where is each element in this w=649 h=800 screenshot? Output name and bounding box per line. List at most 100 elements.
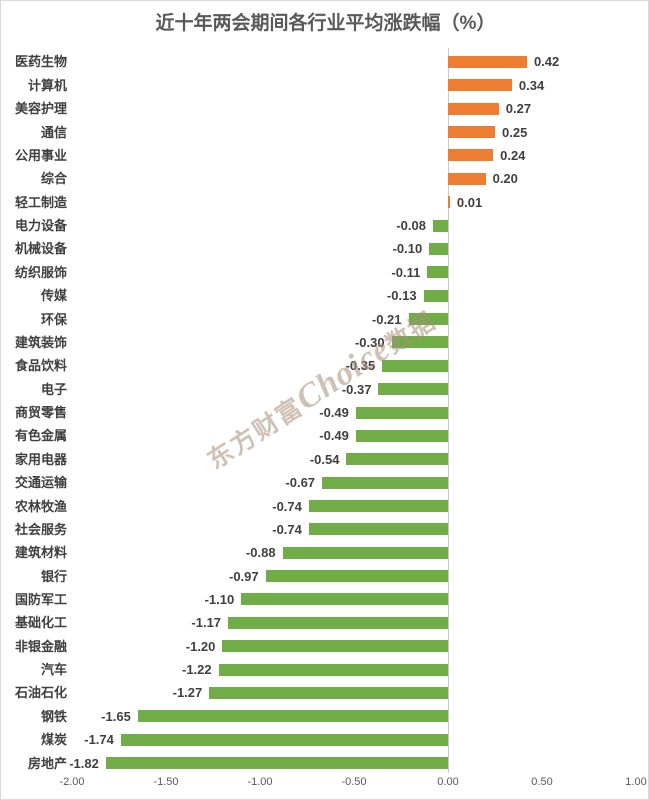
bar-row: 农林牧渔 -0.74 xyxy=(1,494,648,517)
bar xyxy=(448,126,495,139)
bar-row: 银行 -0.97 xyxy=(1,564,648,587)
bar-row: 传媒 -0.13 xyxy=(1,284,648,307)
bar-row: 综合 0.20 xyxy=(1,167,648,190)
category-label: 公用事业 xyxy=(14,147,67,163)
value-label: -0.35 xyxy=(345,358,376,374)
category-label: 纺织服饰 xyxy=(14,264,67,280)
bar xyxy=(448,102,499,115)
bar xyxy=(355,429,448,442)
value-label: -0.11 xyxy=(391,264,421,280)
bar xyxy=(265,570,448,583)
category-label: 通信 xyxy=(40,124,67,140)
category-label: 有色金属 xyxy=(14,428,67,444)
value-label: -1.10 xyxy=(204,591,235,607)
category-label: 建筑装饰 xyxy=(14,334,67,350)
value-label: -0.74 xyxy=(272,521,302,537)
bar-row: 纺织服饰 -0.11 xyxy=(1,261,648,284)
category-label: 房地产 xyxy=(27,755,67,771)
x-tick-label: -1.00 xyxy=(247,776,273,788)
value-label: -1.22 xyxy=(182,662,212,678)
bar xyxy=(282,546,448,559)
bar-row: 轻工制造 0.01 xyxy=(1,191,648,214)
bar xyxy=(308,500,448,512)
bar xyxy=(423,289,448,302)
bar-row: 钢铁 -1.65 xyxy=(1,705,648,728)
category-label: 医药生物 xyxy=(14,54,67,70)
value-label: 0.20 xyxy=(492,171,518,187)
bar-row: 电力设备 -0.08 xyxy=(1,214,648,237)
value-label: -1.20 xyxy=(185,638,216,654)
category-label: 传媒 xyxy=(40,288,67,304)
value-label: -0.54 xyxy=(309,451,340,467)
category-label: 商贸零售 xyxy=(14,405,67,421)
bar xyxy=(391,336,448,349)
category-label: 国防军工 xyxy=(14,591,67,607)
bar xyxy=(241,593,448,606)
value-label: -1.27 xyxy=(172,685,203,701)
bar xyxy=(308,523,448,536)
value-label: -1.65 xyxy=(101,708,131,724)
bar xyxy=(432,219,448,232)
category-label: 农林牧渔 xyxy=(14,498,67,514)
bar xyxy=(218,663,448,676)
bar-row: 家用电器 -0.54 xyxy=(1,448,648,471)
bar-row: 社会服务 -0.74 xyxy=(1,518,648,541)
category-label: 银行 xyxy=(40,568,67,584)
x-tick-label: 0.50 xyxy=(531,776,553,788)
category-label: 计算机 xyxy=(27,77,67,93)
value-label: -0.37 xyxy=(341,381,372,397)
bar xyxy=(448,55,527,68)
category-label: 家用电器 xyxy=(14,451,67,467)
bar xyxy=(137,710,448,723)
bar xyxy=(448,196,450,209)
bar xyxy=(228,616,448,629)
x-tick-label: 1.00 xyxy=(625,776,647,788)
bar-row: 建筑材料 -0.88 xyxy=(1,541,648,564)
category-label: 交通运输 xyxy=(14,475,67,491)
bar xyxy=(209,686,448,699)
category-label: 美容护理 xyxy=(14,101,67,117)
bar xyxy=(105,757,448,770)
category-label: 建筑材料 xyxy=(14,545,67,561)
value-label: 0.34 xyxy=(518,77,545,93)
value-label: -0.74 xyxy=(272,498,302,514)
x-tick-label: 0.00 xyxy=(437,776,459,788)
bar xyxy=(120,733,448,746)
category-label: 轻工制造 xyxy=(14,194,67,210)
value-label: -0.49 xyxy=(319,405,349,421)
bar-row: 有色金属 -0.49 xyxy=(1,424,648,447)
bar-row: 煤炭 -1.74 xyxy=(1,728,648,751)
value-label: -0.21 xyxy=(371,311,402,327)
bar xyxy=(322,476,448,489)
category-label: 综合 xyxy=(40,171,67,187)
bar-row: 环保 -0.21 xyxy=(1,307,648,330)
bar-row: 基础化工 -1.17 xyxy=(1,611,648,634)
value-label: -1.74 xyxy=(84,732,114,748)
value-label: -0.13 xyxy=(386,288,417,304)
category-label: 食品饮料 xyxy=(14,358,67,374)
category-label: 基础化工 xyxy=(14,615,67,631)
bar-row: 公用事业 0.24 xyxy=(1,144,648,167)
value-label: -0.08 xyxy=(396,218,426,234)
category-label: 社会服务 xyxy=(14,521,67,537)
bar-row: 食品饮料 -0.35 xyxy=(1,354,648,377)
bar-row: 商贸零售 -0.49 xyxy=(1,401,648,424)
bar xyxy=(429,242,448,255)
category-label: 环保 xyxy=(40,311,67,327)
bar-row: 建筑装饰 -0.30 xyxy=(1,331,648,354)
value-label: 0.01 xyxy=(456,194,483,210)
value-label: -0.30 xyxy=(354,334,385,350)
x-tick-label: -1.50 xyxy=(153,776,179,788)
value-label: 0.25 xyxy=(502,124,528,140)
bar-row: 通信 0.25 xyxy=(1,120,648,143)
bar xyxy=(448,149,494,162)
category-label: 煤炭 xyxy=(40,732,67,748)
bar-row: 医药生物 0.42 xyxy=(1,50,648,73)
bar-row: 美容护理 0.27 xyxy=(1,97,648,120)
bar xyxy=(378,383,448,396)
chart-title: 近十年两会期间各行业平均涨跌幅（%） xyxy=(155,13,496,34)
value-label: 0.42 xyxy=(533,54,560,70)
bar xyxy=(355,406,448,419)
